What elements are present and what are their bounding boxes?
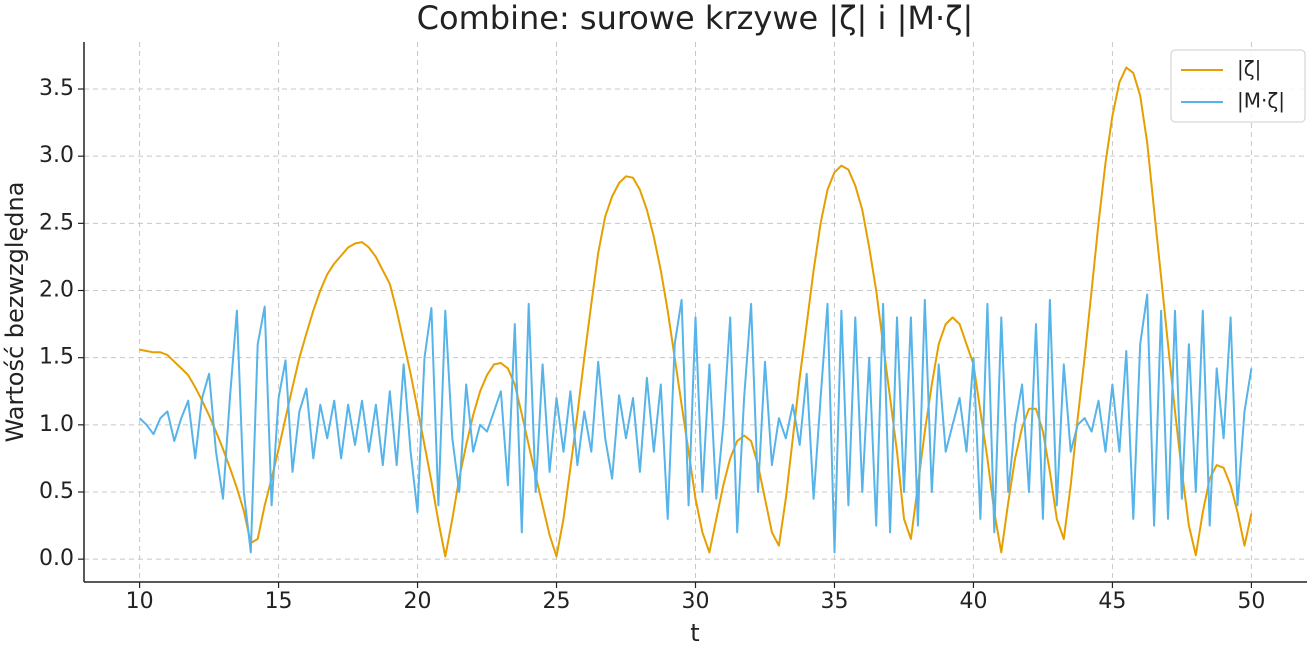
- x-tick-label: 45: [1098, 589, 1126, 614]
- y-tick-label: 1.0: [39, 412, 74, 437]
- y-axis-label: Wartość bezwzględna: [1, 182, 29, 443]
- x-tick-label: 30: [682, 589, 710, 614]
- legend-box: [1170, 49, 1306, 123]
- line-series: [139, 66, 1253, 558]
- x-tick-label: 40: [959, 589, 987, 614]
- y-tick-label: 2.5: [39, 210, 74, 235]
- x-tick-label: 15: [265, 589, 293, 614]
- y-tick-label: 3.0: [39, 143, 74, 168]
- y-tick-label: 0.5: [39, 479, 74, 504]
- x-tick-label: 10: [126, 589, 154, 614]
- x-axis-label: t: [690, 619, 699, 647]
- legend: |ζ| |M·ζ|: [1170, 49, 1306, 123]
- x-tick-label: 35: [820, 589, 848, 614]
- y-tick-label: 1.5: [39, 345, 74, 370]
- y-tick-label: 3.5: [39, 76, 74, 101]
- chart-title: Combine: surowe krzywe |ζ| i |M·ζ|: [417, 0, 974, 37]
- line-series: [138, 293, 1253, 554]
- legend-label: |ζ|: [1237, 57, 1261, 81]
- x-tick-label: 20: [404, 589, 432, 614]
- x-tick-label: 50: [1237, 589, 1265, 614]
- y-tick-label: 0.0: [39, 546, 74, 571]
- x-tick-label: 25: [543, 589, 571, 614]
- y-tick-label: 2.0: [39, 278, 74, 303]
- legend-label: |M·ζ|: [1237, 89, 1285, 113]
